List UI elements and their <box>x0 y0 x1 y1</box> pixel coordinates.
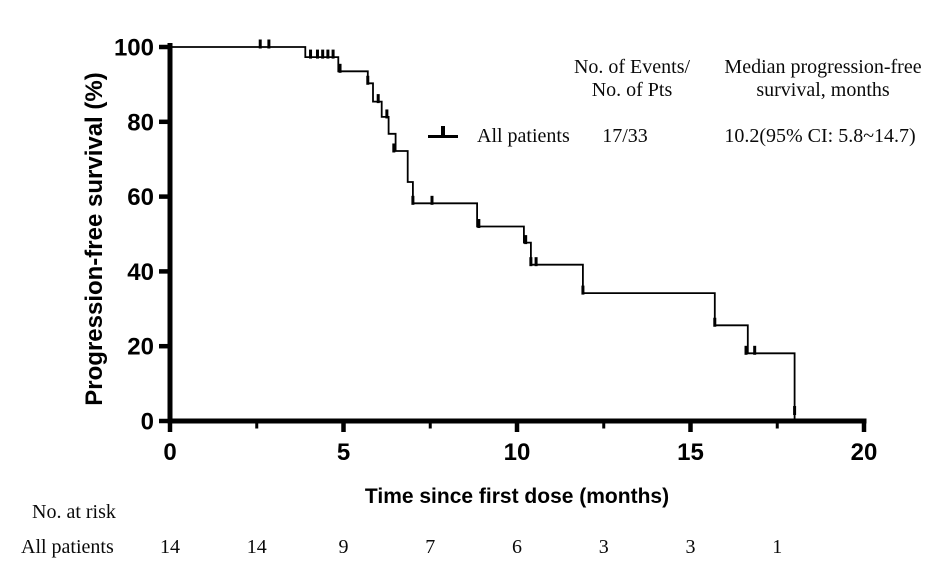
risk-count: 9 <box>338 536 349 558</box>
risk-count: 1 <box>772 536 783 558</box>
y-tick-label: 100 <box>114 35 154 62</box>
legend-censor-tick-icon <box>441 126 445 138</box>
column-header-events: No. of Events/ No. of Pts <box>552 56 712 102</box>
legend-events-value: 17/33 <box>602 125 648 147</box>
risk-count: 14 <box>246 536 267 558</box>
x-tick-label: 10 <box>504 439 531 466</box>
x-axis-title: Time since first dose (months) <box>364 485 670 508</box>
x-tick-label: 15 <box>677 439 704 466</box>
y-tick-label: 80 <box>127 109 154 136</box>
risk-table-title: No. at risk <box>32 501 116 523</box>
risk-table-row-label: All patients <box>21 536 114 558</box>
y-tick-label: 60 <box>127 184 154 211</box>
survival-curve <box>170 46 796 421</box>
y-tick-label: 40 <box>127 259 154 286</box>
risk-count: 6 <box>512 536 522 558</box>
column-header-median: Median progression-free survival, months <box>708 56 931 102</box>
x-tick-label: 20 <box>851 439 878 466</box>
risk-count: 7 <box>425 536 436 558</box>
risk-table-values-row: 14 14 9 7 6 3 3 1 <box>0 536 931 562</box>
risk-count: 14 <box>160 536 180 558</box>
risk-count: 3 <box>685 536 696 558</box>
risk-count: 3 <box>598 536 609 558</box>
x-tick-label: 0 <box>163 439 176 466</box>
y-axis-title: Progression-free survival (%) <box>81 72 108 406</box>
column-header-events-line2: No. of Pts <box>591 79 673 101</box>
column-header-median-line2: survival, months <box>756 79 890 101</box>
legend-series-label: All patients <box>477 125 570 147</box>
x-tick-label: 5 <box>337 439 350 466</box>
legend-median-value: 10.2(95% CI: 5.8~14.7) <box>724 125 916 147</box>
column-header-median-line1: Median progression-free <box>724 56 922 78</box>
y-tick-label: 0 <box>141 409 154 436</box>
y-tick-label: 20 <box>127 334 154 361</box>
column-header-events-line1: No. of Events/ <box>573 56 691 78</box>
